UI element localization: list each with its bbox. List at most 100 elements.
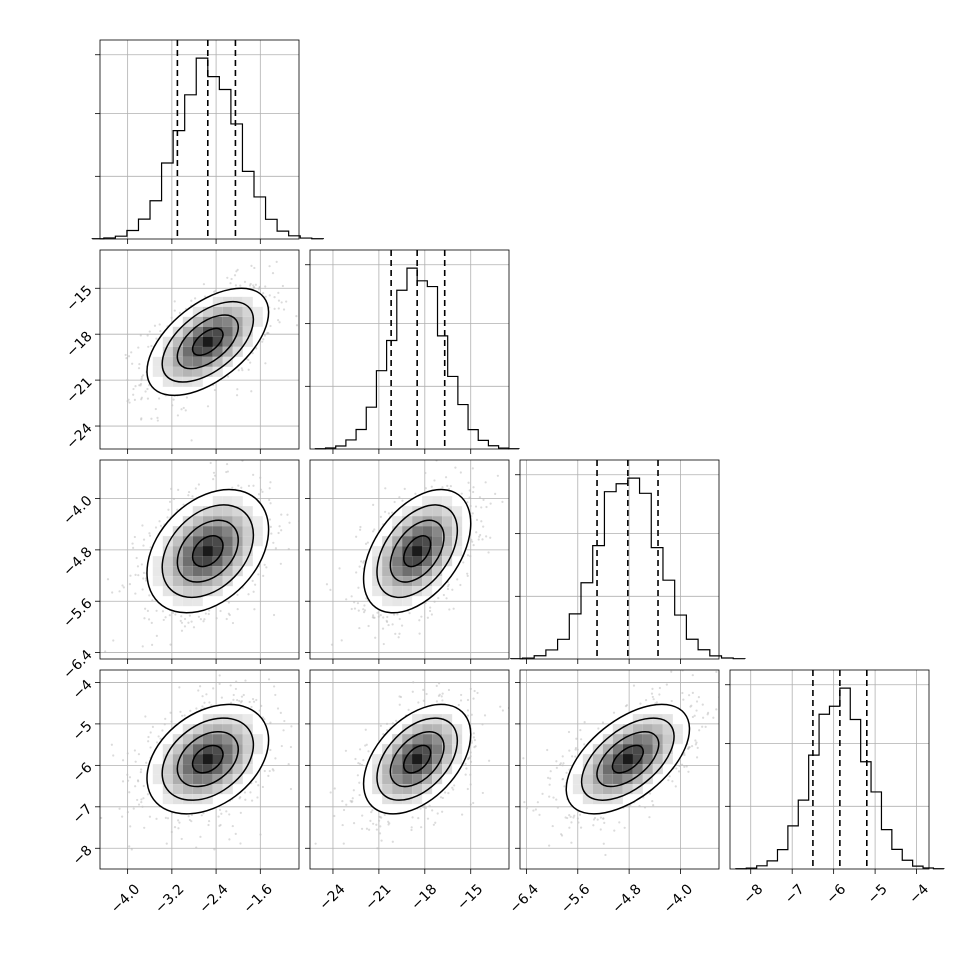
scatter-point <box>178 311 182 314</box>
scatter-point <box>345 598 348 601</box>
scatter-point <box>177 488 180 491</box>
scatter-point <box>365 827 369 830</box>
scatter-point <box>150 417 153 420</box>
scatter-point <box>203 701 206 704</box>
density-cell <box>162 376 173 387</box>
scatter-point <box>235 270 238 273</box>
density-cell <box>232 516 243 527</box>
scatter-point <box>188 614 191 617</box>
scatter-point <box>208 609 211 612</box>
histogram-frame <box>99 39 300 240</box>
density-cell <box>242 714 253 725</box>
scatter-point <box>260 704 263 707</box>
scatter-point <box>358 793 361 797</box>
scatter-point <box>494 492 497 495</box>
scatter-point <box>259 488 263 491</box>
scatter-point <box>387 623 390 627</box>
scatter-point <box>471 540 474 543</box>
density-cell <box>212 316 223 327</box>
density-cell <box>392 784 403 795</box>
scatter-point <box>391 511 394 514</box>
scatter-point <box>371 530 375 533</box>
density-cell <box>382 596 393 607</box>
scatter-point <box>172 398 175 401</box>
scatter-point <box>341 823 344 827</box>
scatter-point <box>482 498 485 502</box>
scatter-point <box>168 614 171 617</box>
scatter-point <box>480 520 483 523</box>
scatter-point <box>277 291 280 294</box>
y-tick-label: −4 <box>70 677 96 703</box>
histogram-panel-3 <box>725 669 945 870</box>
scatter-point <box>447 583 450 586</box>
scatter-point <box>325 583 329 586</box>
scatter-point <box>142 577 145 580</box>
scatter-point <box>333 814 336 818</box>
scatter-point <box>485 505 488 509</box>
scatter-point <box>197 615 201 618</box>
scatter-point <box>372 822 375 825</box>
scatter-point <box>202 283 206 286</box>
scatter-point <box>156 416 159 419</box>
scatter-point <box>295 324 299 327</box>
density-cell <box>252 316 263 327</box>
scatter-point <box>247 484 251 487</box>
panel-content <box>100 250 299 449</box>
density-cell <box>182 576 193 587</box>
scatter-point <box>487 759 491 762</box>
scatter-point <box>482 525 485 528</box>
density-cell <box>192 356 203 367</box>
scatter-point <box>251 697 255 701</box>
density-cell <box>372 754 383 765</box>
scatter-point <box>229 684 232 687</box>
scatter-point <box>136 565 140 568</box>
scatter-point <box>176 414 179 417</box>
scatter-point <box>254 283 257 286</box>
scatter-point <box>475 518 479 521</box>
density-cell <box>222 744 233 755</box>
scatter-point <box>285 300 288 303</box>
scatter-point <box>356 774 359 777</box>
density-cell <box>192 774 203 785</box>
scatter-point <box>229 282 232 285</box>
density-cell <box>372 764 383 775</box>
density-cell <box>162 774 173 785</box>
scatter-point <box>142 797 145 800</box>
scatter-point <box>209 461 212 465</box>
density-cell <box>382 566 393 577</box>
scatter-point <box>201 695 204 698</box>
scatter-point <box>274 693 277 697</box>
scatter-point <box>411 690 414 693</box>
scatter-point <box>341 800 344 803</box>
scatter-point <box>225 470 228 474</box>
density-cell <box>222 784 233 795</box>
density-cell <box>402 784 413 795</box>
density-cell <box>242 516 253 527</box>
scatter-point <box>274 547 278 550</box>
scatter-point <box>154 526 158 529</box>
density-cell <box>222 576 233 587</box>
scatter-point <box>164 717 167 720</box>
density-cell <box>402 536 413 547</box>
scatter-point <box>118 590 121 593</box>
density-cell <box>232 724 243 735</box>
scatter-point <box>277 307 280 310</box>
density-cell <box>172 754 183 765</box>
density-cell <box>192 734 203 745</box>
scatter-point <box>456 578 459 581</box>
density-cell <box>192 724 203 735</box>
scatter-point <box>451 588 454 591</box>
scatter-point <box>371 809 374 812</box>
scatter-point <box>407 708 410 711</box>
scatter-point <box>173 826 177 829</box>
scatter-point <box>261 340 264 343</box>
scatter-point <box>236 593 239 596</box>
scatter-point <box>271 272 275 275</box>
scatter-point <box>489 536 492 539</box>
y-tick-label: −7 <box>70 801 96 827</box>
density-cell <box>232 496 243 507</box>
scatter-point <box>100 816 103 820</box>
scatter-point <box>471 467 474 470</box>
scatter-point <box>128 583 132 586</box>
scatter-point <box>433 479 436 482</box>
